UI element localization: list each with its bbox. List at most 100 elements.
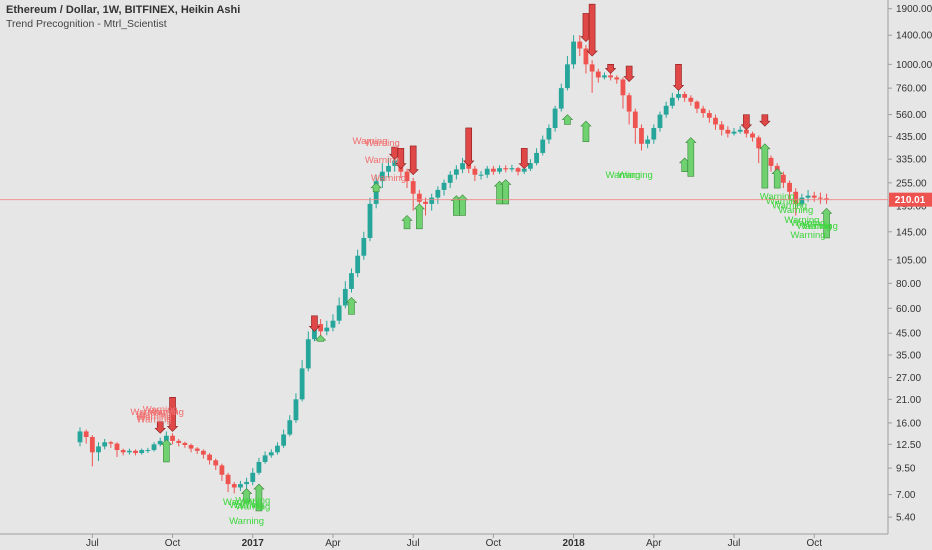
- candle-body: [737, 129, 743, 132]
- candle-body: [546, 127, 552, 140]
- bull-signal-arrow: [345, 297, 358, 315]
- candle-body: [379, 171, 385, 182]
- candle-body: [719, 124, 725, 130]
- candle-body: [583, 48, 589, 65]
- candle-body: [268, 452, 274, 456]
- bear-signal-arrow: [586, 3, 598, 57]
- candle-body: [528, 163, 533, 169]
- candle-body: [750, 133, 755, 138]
- bull-signal-arrow: [370, 182, 382, 193]
- candle-body: [620, 79, 626, 96]
- candle-body: [299, 368, 305, 400]
- warning-label-bearish: Warning: [137, 412, 172, 423]
- candle-body: [256, 461, 262, 473]
- warning-label-bullish: Warning: [605, 170, 640, 181]
- candle-body: [700, 108, 706, 114]
- warning-label-bullish: Warning: [223, 497, 258, 508]
- y-tick-label: 1400.00: [896, 31, 932, 42]
- candle-body: [490, 168, 496, 172]
- y-tick-label: 5.40: [896, 513, 916, 524]
- candle-body: [805, 195, 811, 198]
- candle-body: [743, 129, 749, 134]
- candle-body: [725, 129, 731, 134]
- candle-body: [404, 171, 410, 182]
- indicator-name: Trend Precognition - Mtrl_Scientist: [6, 18, 167, 30]
- candle-body: [207, 454, 212, 461]
- candle-body: [787, 182, 792, 192]
- candle-body: [293, 399, 299, 421]
- candle-body: [632, 111, 638, 128]
- candle-body: [194, 448, 200, 451]
- y-tick-label: 7.00: [896, 490, 916, 501]
- candle-body: [213, 460, 219, 466]
- candle-body: [602, 75, 607, 78]
- candle-body: [250, 472, 256, 482]
- warning-label-bullish: Warning: [784, 215, 819, 226]
- y-tick-label: 760.00: [896, 84, 927, 95]
- candle-body: [626, 95, 632, 112]
- warning-label-bearish: Warning: [137, 410, 172, 421]
- warning-label-bearish: Warning: [137, 414, 172, 425]
- candle-body: [521, 168, 527, 172]
- candle-body: [287, 420, 293, 435]
- candle-body: [565, 64, 570, 89]
- candle-body: [515, 168, 521, 172]
- warning-label-bearish: Warning: [143, 405, 178, 416]
- y-tick-label: 1000.00: [896, 60, 932, 71]
- bear-signal-arrow: [759, 114, 771, 127]
- bull-signal-arrow: [759, 143, 771, 189]
- candle-body: [669, 97, 675, 106]
- candle-body: [682, 94, 688, 98]
- x-tick-label: Oct: [806, 538, 822, 549]
- candle-body: [120, 450, 126, 453]
- candle-body: [818, 197, 823, 199]
- current-price-badge: [889, 192, 932, 207]
- candle-body: [330, 320, 336, 328]
- candle-body: [238, 484, 243, 488]
- bull-signal-arrow: [580, 120, 592, 142]
- candle-body: [133, 450, 138, 454]
- bull-signal-arrow: [685, 137, 697, 177]
- y-tick-label: 16.00: [896, 418, 921, 429]
- candle-body: [219, 465, 225, 475]
- bull-signal-arrow: [413, 203, 426, 230]
- candle-body: [275, 445, 280, 453]
- candle-body: [706, 113, 712, 118]
- bear-signal-arrow: [740, 114, 753, 131]
- bull-signal-arrow: [820, 207, 833, 239]
- candle-body: [305, 339, 311, 369]
- candle-body: [163, 435, 169, 441]
- x-tick-label: Jul: [86, 538, 99, 549]
- candle-body: [392, 160, 398, 166]
- candle-body: [170, 435, 175, 441]
- candle-body: [349, 273, 354, 289]
- warning-label-bullish: Warning: [760, 192, 795, 203]
- y-tick-label: 1900.00: [896, 4, 932, 15]
- x-tick-label: Apr: [646, 538, 662, 549]
- warning-label-bearish: Warning: [365, 138, 400, 149]
- candle-body: [478, 174, 484, 176]
- candle-body: [540, 139, 546, 153]
- candle-body: [145, 450, 151, 452]
- candle-body: [460, 163, 465, 170]
- candle-body: [780, 174, 786, 183]
- candle-body: [114, 443, 120, 451]
- current-price-label: 210.01: [895, 195, 926, 206]
- candle-body: [416, 193, 422, 202]
- candle-body: [799, 197, 805, 204]
- y-tick-label: 435.00: [896, 132, 927, 143]
- candle-body: [201, 450, 206, 455]
- bear-signal-arrow: [407, 145, 419, 176]
- candle-body: [231, 484, 237, 488]
- candle-body: [639, 127, 644, 144]
- warning-label-bullish: Warning: [229, 500, 264, 511]
- bull-signal-arrow: [401, 215, 413, 230]
- candle-body: [509, 168, 515, 170]
- candle-body: [342, 288, 348, 306]
- candle-body: [595, 71, 601, 78]
- candle-body: [651, 127, 657, 140]
- candle-body: [503, 168, 509, 170]
- warning-label-bullish: Warning: [791, 230, 826, 241]
- candle-body: [77, 431, 83, 443]
